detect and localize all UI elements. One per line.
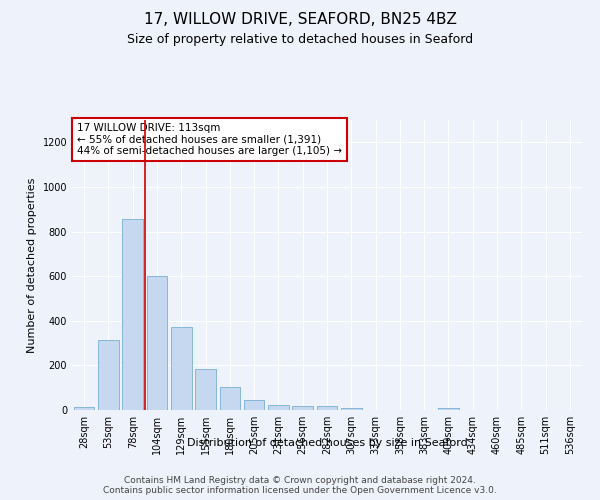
Text: Contains HM Land Registry data © Crown copyright and database right 2024.
Contai: Contains HM Land Registry data © Crown c… bbox=[103, 476, 497, 495]
Bar bbox=[74, 406, 94, 410]
Bar bbox=[341, 408, 362, 410]
Bar bbox=[317, 406, 337, 410]
Bar bbox=[195, 368, 216, 410]
Text: 17, WILLOW DRIVE, SEAFORD, BN25 4BZ: 17, WILLOW DRIVE, SEAFORD, BN25 4BZ bbox=[143, 12, 457, 28]
Text: Size of property relative to detached houses in Seaford: Size of property relative to detached ho… bbox=[127, 32, 473, 46]
Bar bbox=[146, 276, 167, 410]
Bar bbox=[244, 400, 265, 410]
Bar bbox=[268, 405, 289, 410]
Text: 17 WILLOW DRIVE: 113sqm
← 55% of detached houses are smaller (1,391)
44% of semi: 17 WILLOW DRIVE: 113sqm ← 55% of detache… bbox=[77, 123, 342, 156]
Bar bbox=[438, 408, 459, 410]
Y-axis label: Number of detached properties: Number of detached properties bbox=[27, 178, 37, 352]
Bar bbox=[122, 220, 143, 410]
Text: Distribution of detached houses by size in Seaford: Distribution of detached houses by size … bbox=[187, 438, 467, 448]
Bar bbox=[220, 386, 240, 410]
Bar bbox=[292, 406, 313, 410]
Bar bbox=[98, 340, 119, 410]
Bar bbox=[171, 328, 191, 410]
